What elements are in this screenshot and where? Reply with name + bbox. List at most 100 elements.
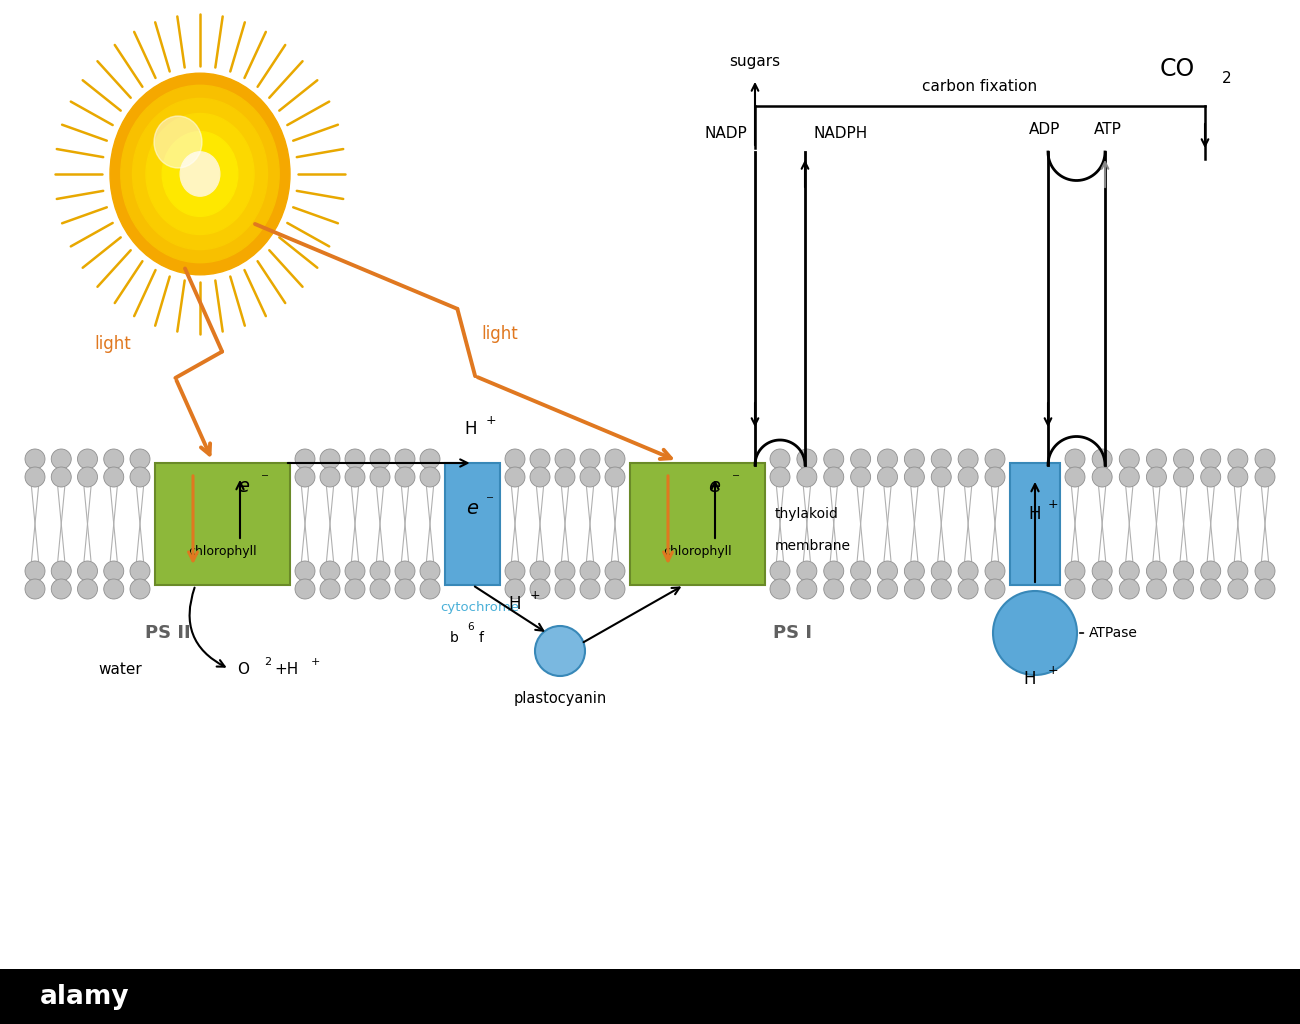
Circle shape (530, 449, 550, 469)
Circle shape (797, 467, 816, 487)
Circle shape (1092, 467, 1112, 487)
Circle shape (1147, 561, 1166, 581)
Text: 6: 6 (467, 622, 473, 632)
Circle shape (1174, 579, 1193, 599)
Text: +: + (1048, 664, 1058, 677)
Circle shape (931, 467, 952, 487)
Circle shape (824, 449, 844, 469)
FancyBboxPatch shape (155, 463, 290, 585)
Circle shape (78, 561, 98, 581)
Circle shape (320, 449, 341, 469)
FancyArrowPatch shape (190, 588, 225, 667)
Circle shape (370, 561, 390, 581)
Circle shape (25, 579, 46, 599)
Circle shape (51, 579, 72, 599)
Circle shape (770, 561, 790, 581)
Circle shape (878, 467, 897, 487)
Circle shape (931, 449, 952, 469)
Text: cytochrome: cytochrome (439, 601, 519, 614)
Circle shape (824, 467, 844, 487)
Circle shape (931, 579, 952, 599)
Circle shape (51, 449, 72, 469)
Circle shape (530, 561, 550, 581)
Ellipse shape (153, 116, 202, 168)
Circle shape (905, 561, 924, 581)
Circle shape (1174, 449, 1193, 469)
Text: ⁻: ⁻ (485, 494, 494, 509)
Text: NADP: NADP (705, 127, 747, 141)
Circle shape (295, 561, 315, 581)
Circle shape (958, 467, 978, 487)
Circle shape (530, 467, 550, 487)
Circle shape (395, 579, 415, 599)
Circle shape (130, 467, 150, 487)
Circle shape (770, 579, 790, 599)
Circle shape (25, 561, 46, 581)
Circle shape (25, 467, 46, 487)
Circle shape (1092, 561, 1112, 581)
Text: e: e (467, 500, 478, 518)
Circle shape (985, 449, 1005, 469)
Circle shape (604, 561, 625, 581)
Circle shape (1065, 579, 1086, 599)
Text: e: e (707, 477, 720, 497)
Circle shape (420, 561, 439, 581)
Circle shape (604, 449, 625, 469)
Circle shape (530, 579, 550, 599)
Circle shape (555, 449, 575, 469)
Circle shape (536, 626, 585, 676)
Circle shape (555, 561, 575, 581)
Circle shape (797, 579, 816, 599)
Circle shape (878, 449, 897, 469)
Circle shape (850, 467, 871, 487)
Circle shape (1228, 579, 1248, 599)
Circle shape (104, 579, 124, 599)
Circle shape (395, 561, 415, 581)
Circle shape (1147, 579, 1166, 599)
Text: H: H (1028, 505, 1041, 523)
Ellipse shape (111, 73, 290, 274)
Text: light: light (94, 335, 131, 353)
Circle shape (104, 561, 124, 581)
Circle shape (1228, 467, 1248, 487)
Circle shape (104, 449, 124, 469)
Circle shape (104, 467, 124, 487)
Circle shape (555, 467, 575, 487)
Circle shape (1092, 579, 1112, 599)
Circle shape (130, 561, 150, 581)
Text: ⁻: ⁻ (261, 471, 269, 486)
Circle shape (420, 579, 439, 599)
Ellipse shape (162, 132, 238, 216)
Circle shape (770, 449, 790, 469)
Circle shape (905, 467, 924, 487)
Circle shape (985, 561, 1005, 581)
Circle shape (905, 579, 924, 599)
Ellipse shape (181, 152, 220, 197)
FancyBboxPatch shape (630, 463, 764, 585)
Text: f: f (478, 631, 484, 645)
Text: PS II: PS II (146, 624, 191, 642)
Circle shape (295, 579, 315, 599)
Circle shape (1228, 449, 1248, 469)
Circle shape (344, 561, 365, 581)
Text: chlorophyll: chlorophyll (663, 545, 732, 557)
Circle shape (1201, 467, 1221, 487)
Circle shape (420, 449, 439, 469)
Circle shape (905, 449, 924, 469)
Circle shape (395, 467, 415, 487)
Circle shape (797, 449, 816, 469)
Circle shape (1201, 449, 1221, 469)
Circle shape (1092, 449, 1112, 469)
Circle shape (878, 579, 897, 599)
Text: ADP: ADP (1030, 123, 1061, 137)
Text: NADPH: NADPH (812, 127, 867, 141)
FancyBboxPatch shape (445, 463, 500, 585)
Text: +: + (1048, 498, 1058, 511)
Circle shape (580, 561, 601, 581)
Circle shape (1254, 467, 1275, 487)
Text: PS I: PS I (774, 624, 812, 642)
Ellipse shape (133, 98, 268, 250)
Circle shape (420, 467, 439, 487)
Circle shape (344, 467, 365, 487)
Circle shape (370, 467, 390, 487)
